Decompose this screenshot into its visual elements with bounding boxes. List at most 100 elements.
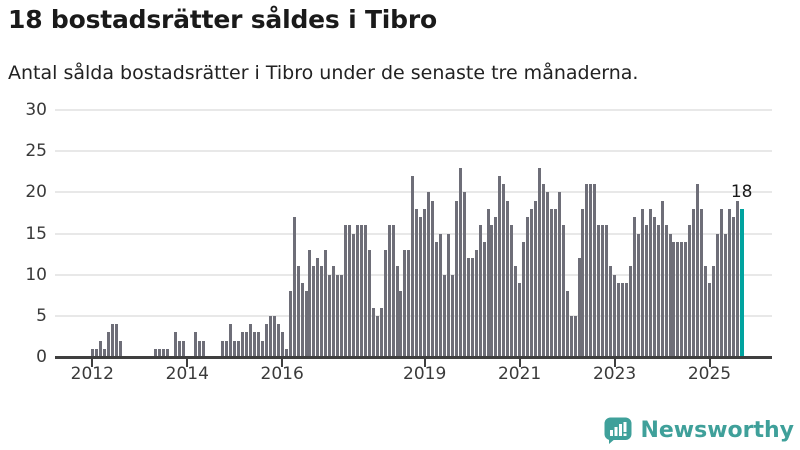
bar[interactable]: [427, 192, 431, 357]
bar[interactable]: [688, 225, 692, 357]
bar[interactable]: [363, 225, 367, 357]
bar[interactable]: [94, 349, 98, 357]
bar[interactable]: [680, 242, 684, 357]
bar[interactable]: [154, 349, 158, 357]
bar[interactable]: [312, 266, 316, 357]
bar[interactable]: [439, 234, 442, 357]
bar[interactable]: [593, 184, 597, 357]
bar[interactable]: [229, 324, 233, 357]
bar[interactable]: [197, 341, 201, 357]
bar[interactable]: [514, 266, 518, 357]
bar[interactable]: [522, 242, 526, 357]
bar[interactable]: [387, 225, 391, 357]
bar[interactable]: [585, 184, 589, 357]
bar[interactable]: [257, 332, 260, 357]
bar[interactable]: [166, 349, 169, 357]
bar[interactable]: [233, 341, 237, 357]
bar[interactable]: [672, 242, 676, 357]
bar[interactable]: [411, 176, 415, 357]
bar[interactable]: [605, 225, 609, 357]
bar[interactable]: [553, 209, 557, 357]
bar[interactable]: [557, 192, 561, 357]
bar[interactable]: [541, 184, 545, 357]
bar[interactable]: [617, 283, 620, 357]
bar[interactable]: [344, 225, 347, 357]
bar[interactable]: [613, 275, 617, 357]
bar[interactable]: [276, 324, 280, 357]
bar[interactable]: [442, 275, 446, 357]
bar[interactable]: [656, 225, 660, 357]
bar[interactable]: [731, 217, 735, 357]
bar[interactable]: [90, 349, 94, 357]
bar[interactable]: [715, 234, 719, 357]
bar[interactable]: [518, 283, 522, 357]
bar[interactable]: [727, 209, 731, 357]
bar[interactable]: [351, 234, 355, 357]
bar[interactable]: [621, 283, 624, 357]
bar[interactable]: [506, 201, 510, 357]
bar[interactable]: [565, 291, 569, 357]
bar[interactable]: [328, 275, 332, 357]
bar[interactable]: [383, 250, 387, 357]
bar[interactable]: [704, 266, 708, 357]
bar[interactable]: [332, 266, 336, 357]
bar[interactable]: [723, 234, 727, 357]
bar[interactable]: [162, 349, 165, 357]
bar[interactable]: [249, 324, 253, 357]
bar[interactable]: [237, 341, 241, 357]
bar[interactable]: [300, 283, 304, 357]
bar[interactable]: [221, 341, 225, 357]
bar[interactable]: [399, 291, 403, 357]
bar[interactable]: [114, 324, 118, 357]
bar[interactable]: [98, 341, 102, 357]
bar[interactable]: [498, 176, 502, 357]
bar[interactable]: [668, 234, 672, 357]
bar[interactable]: [486, 209, 490, 357]
bar[interactable]: [470, 258, 474, 357]
bar[interactable]: [367, 250, 371, 357]
bar[interactable]: [530, 209, 533, 357]
bar[interactable]: [264, 324, 268, 357]
bar[interactable]: [708, 283, 711, 357]
bar[interactable]: [644, 225, 648, 357]
bar[interactable]: [308, 250, 312, 357]
bar[interactable]: [419, 217, 423, 357]
bar[interactable]: [450, 275, 454, 357]
bar[interactable]: [581, 209, 585, 357]
bar[interactable]: [225, 341, 229, 357]
bar[interactable]: [490, 225, 494, 357]
bar[interactable]: [692, 209, 696, 357]
bar[interactable]: [589, 184, 593, 357]
bar[interactable]: [395, 266, 399, 357]
bar[interactable]: [272, 316, 276, 357]
bar[interactable]: [415, 209, 419, 357]
bar[interactable]: [201, 341, 205, 357]
bar[interactable]: [355, 225, 359, 357]
bar[interactable]: [609, 266, 613, 357]
bar[interactable]: [359, 225, 363, 357]
bar[interactable]: [684, 242, 688, 357]
bar[interactable]: [110, 324, 114, 357]
bar[interactable]: [494, 217, 498, 357]
bar[interactable]: [597, 225, 601, 357]
bar[interactable]: [268, 316, 272, 357]
bar[interactable]: [676, 242, 680, 357]
bar[interactable]: [510, 225, 514, 357]
newsworthy-logo[interactable]: Newsworthy: [604, 417, 794, 444]
bar[interactable]: [288, 291, 292, 357]
bar[interactable]: [466, 258, 470, 357]
bar[interactable]: [158, 349, 162, 357]
bar[interactable]: [474, 250, 478, 357]
bar[interactable]: [431, 201, 435, 357]
bar[interactable]: [403, 250, 407, 357]
bar[interactable]: [573, 316, 577, 357]
bar[interactable]: [292, 217, 296, 357]
bar[interactable]: [348, 225, 351, 357]
bar[interactable]: [245, 332, 249, 357]
bar[interactable]: [569, 316, 573, 357]
bar[interactable]: [253, 332, 256, 357]
bar[interactable]: [545, 192, 549, 357]
bar[interactable]: [324, 250, 328, 357]
bar[interactable]: [624, 283, 628, 357]
bar[interactable]: [628, 266, 632, 357]
